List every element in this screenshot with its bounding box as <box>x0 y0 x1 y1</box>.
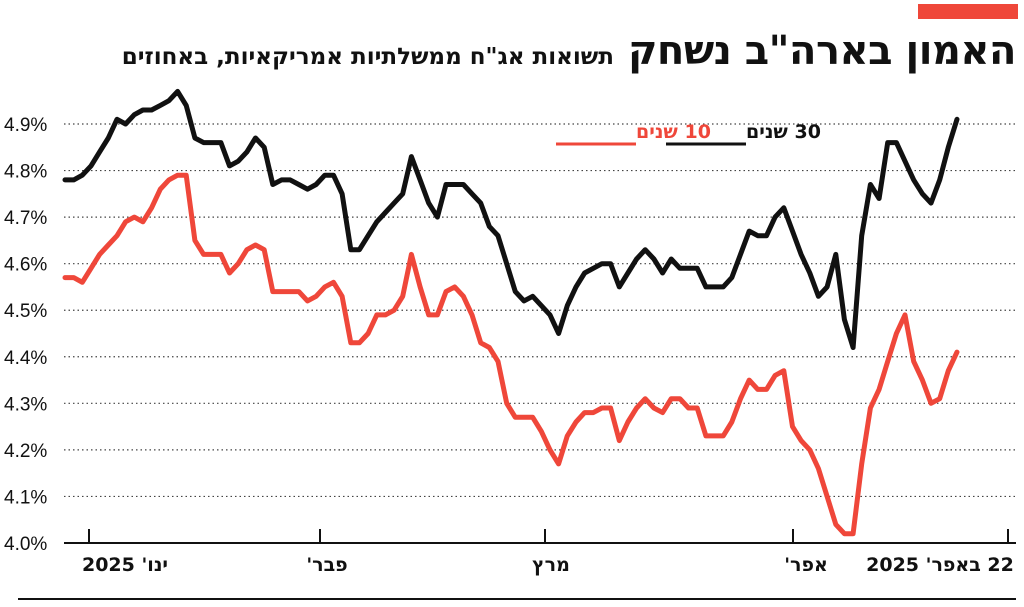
chart-header: האמון בארה"ב נשחק תשואות אג"ח ממשלתיות א… <box>8 28 1017 80</box>
chart-subtitle: תשואות אג"ח ממשלתיות אמריקאיות, באחוזים <box>121 44 614 70</box>
y-tick-label: 4.3% <box>4 394 47 415</box>
x-tick-label: ינו' 2025 <box>82 554 168 576</box>
legend: 30 שנים 10 שנים <box>556 121 821 146</box>
chart-title: האמון בארה"ב נשחק <box>627 28 1017 74</box>
x-tick-label: מרץ <box>532 554 570 576</box>
bottom-rule <box>18 598 1016 600</box>
y-tick-label: 4.6% <box>4 255 47 276</box>
accent-bar <box>918 4 1018 19</box>
y-tick-label: 4.9% <box>4 115 47 136</box>
y-tick-label: 4.0% <box>4 534 47 555</box>
x-axis: ינו' 2025 פבר' מרץ אפר' 22 באפר' 2025 <box>64 529 1016 576</box>
x-tick-label: פבר' <box>306 554 347 576</box>
series-10y-line <box>62 172 960 537</box>
series-lines <box>62 88 960 537</box>
x-tick-label: 22 באפר' 2025 <box>866 554 1014 576</box>
y-tick-label: 4.2% <box>4 441 47 462</box>
y-tick-label: 4.1% <box>4 487 47 508</box>
y-tick-label: 4.8% <box>4 162 47 183</box>
y-tick-label: 4.5% <box>4 301 47 322</box>
x-tick-label: אפר' <box>784 554 828 576</box>
legend-label-10y: 10 שנים <box>636 121 711 143</box>
y-tick-label: 4.4% <box>4 348 47 369</box>
legend-label-30y: 30 שנים <box>746 121 821 143</box>
series-30y-line <box>62 88 960 350</box>
y-axis: 4.0% 4.1% 4.2% 4.3% 4.4% 4.5% 4.6% 4.7% 4.8% 4.9% <box>4 115 47 555</box>
y-tick-label: 4.7% <box>4 208 47 229</box>
gridlines <box>64 123 1016 498</box>
